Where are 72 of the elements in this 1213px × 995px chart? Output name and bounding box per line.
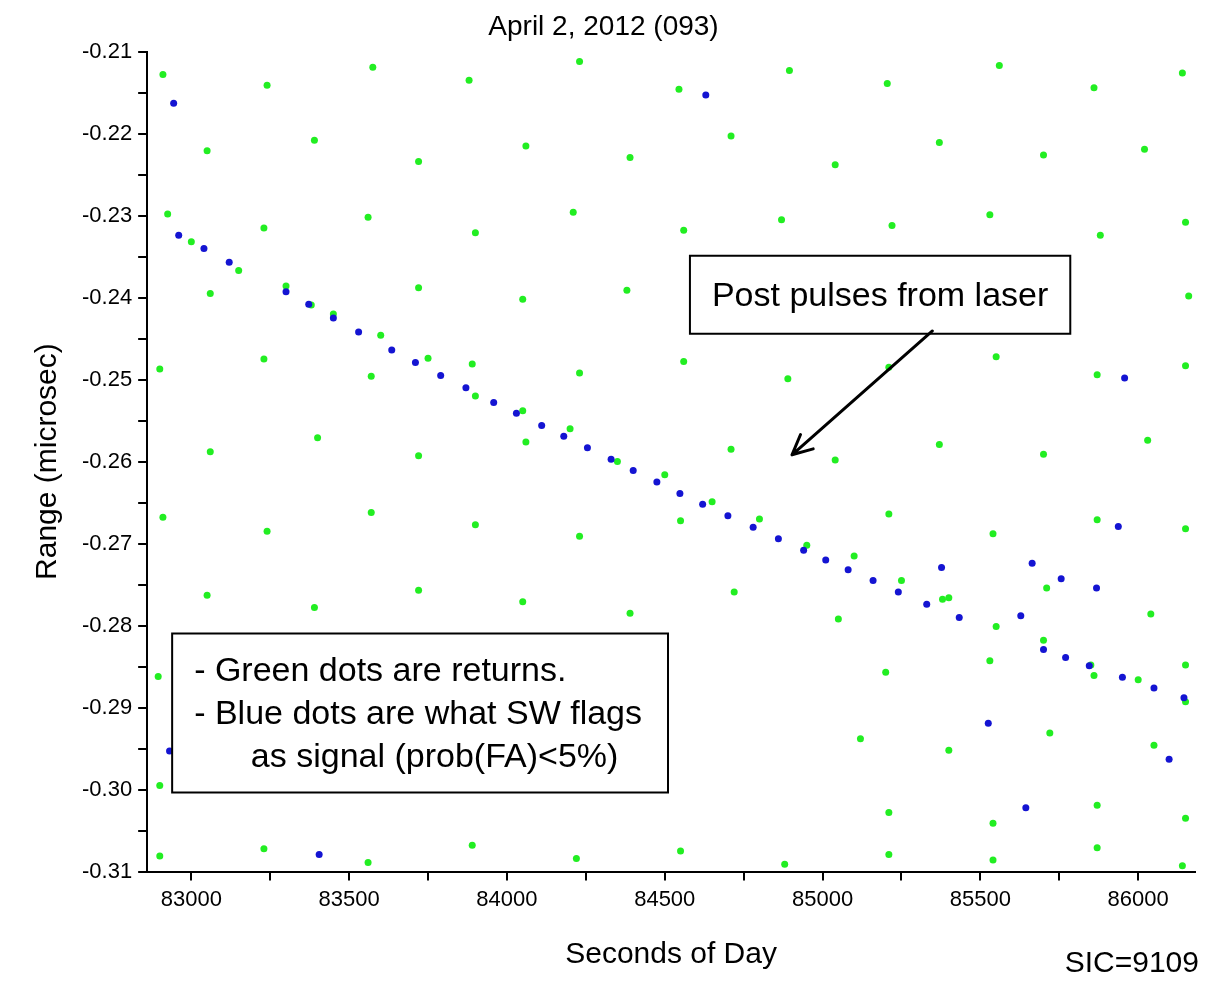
y-tick-label: -0.25: [81, 365, 133, 391]
point: [629, 467, 637, 475]
point: [822, 556, 830, 564]
chart-title: April 2, 2012 (093): [488, 9, 719, 41]
point: [355, 328, 363, 336]
y-tick-label: -0.27: [81, 529, 133, 555]
point: [1062, 654, 1070, 662]
point: [800, 546, 808, 554]
point: [170, 99, 178, 107]
point: [175, 231, 183, 239]
point: [411, 358, 419, 366]
point: [1114, 522, 1122, 530]
point: [462, 384, 470, 392]
x-tick-label: 85000: [791, 885, 854, 911]
point: [607, 455, 615, 463]
point: [774, 535, 782, 543]
y-tick-label: -0.23: [81, 201, 133, 227]
point: [560, 432, 568, 440]
point: [315, 850, 323, 858]
point: [1165, 755, 1173, 763]
y-tick-label: -0.22: [81, 119, 133, 145]
x-tick-label: 83000: [160, 885, 222, 911]
y-tick-label: -0.30: [81, 775, 133, 801]
point: [1093, 584, 1101, 592]
annotation: - Green dots are returns. - Blue dots are what SW flags as signal (prob(FA)<5%): [194, 650, 643, 775]
annotation: Post pulses from laser: [711, 275, 1049, 314]
point: [225, 258, 233, 266]
point: [676, 490, 684, 498]
point: [388, 346, 396, 354]
point: [938, 563, 946, 571]
point: [583, 444, 591, 452]
point: [869, 577, 877, 584]
x-tick-label: 86000: [1107, 885, 1169, 911]
point: [844, 566, 852, 574]
point: [1180, 694, 1188, 702]
point: [1150, 684, 1158, 692]
point: [749, 523, 757, 531]
point: [1028, 559, 1036, 567]
point: [699, 500, 707, 508]
point: [1040, 645, 1047, 653]
y-tick-label: -0.24: [81, 283, 133, 309]
y-tick-label: -0.29: [81, 693, 133, 719]
point: [653, 478, 661, 486]
point: [437, 372, 445, 379]
x-tick-label: 83500: [318, 885, 380, 911]
point: [984, 719, 992, 727]
y-tick-label: -0.31: [81, 857, 133, 883]
text: SIC=9109: [1064, 945, 1199, 979]
y-tick-label: -0.28: [81, 611, 133, 637]
y-axis-title: Range (microsec): [29, 343, 63, 580]
y-tick-label: -0.26: [81, 447, 133, 473]
point: [1121, 374, 1129, 382]
point: [702, 91, 710, 99]
x-axis-title: Seconds of Day: [565, 936, 777, 970]
point: [894, 588, 902, 596]
point: [1017, 612, 1025, 620]
point: [329, 314, 337, 322]
point: [490, 399, 498, 407]
point: [200, 244, 208, 252]
point: [1022, 804, 1030, 812]
point: [282, 288, 290, 296]
x-tick-label: 84500: [634, 885, 696, 911]
point: [1118, 673, 1126, 681]
point: [1057, 575, 1065, 583]
point: [512, 409, 520, 417]
point: [538, 422, 546, 430]
point: [923, 600, 931, 608]
point: [724, 512, 732, 520]
point: [955, 613, 963, 621]
y-tick-label: -0.21: [81, 37, 133, 63]
x-tick-label: 85500: [949, 885, 1011, 911]
x-tick-label: 84000: [476, 885, 538, 911]
